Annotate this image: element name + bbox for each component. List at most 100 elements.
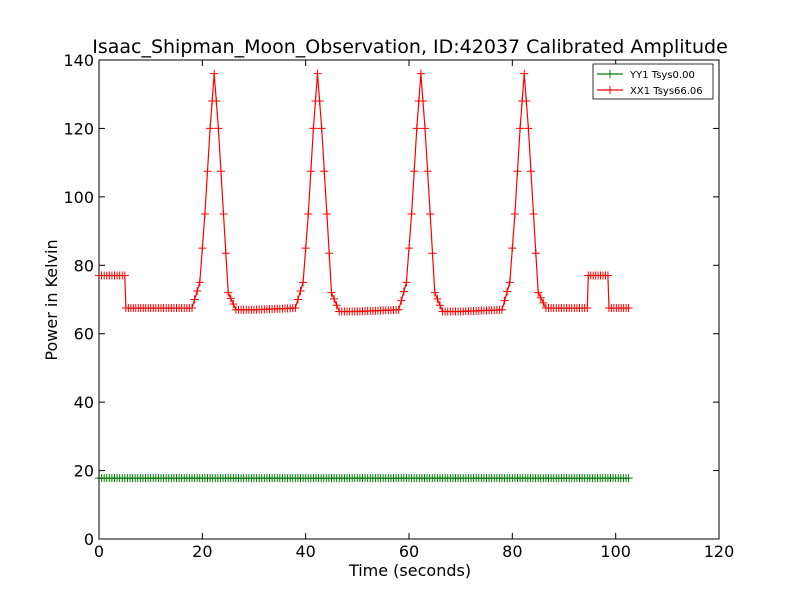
x-tick-label: 100: [600, 542, 631, 561]
y-tick-label: 140: [63, 51, 94, 70]
data-point: [320, 167, 329, 176]
data-point: [399, 287, 408, 296]
data-point: [190, 295, 199, 304]
data-point: [291, 304, 300, 313]
data-point: [526, 167, 535, 176]
data-point: [214, 124, 223, 133]
y-tick-label: 0: [84, 530, 94, 549]
data-point: [624, 474, 633, 483]
data-point: [520, 69, 529, 78]
data-point: [221, 249, 230, 258]
legend-label: YY1 Tsys0.00: [629, 70, 695, 81]
data-point: [203, 167, 212, 176]
x-tick-label: 0: [94, 542, 104, 561]
chart-title: Isaac_Shipman_Moon_Observation, ID:42037…: [92, 36, 728, 58]
data-point: [198, 244, 207, 253]
data-point: [394, 305, 403, 314]
data-point: [428, 249, 437, 258]
data-point: [293, 295, 302, 304]
data-point: [402, 278, 411, 287]
data-point: [299, 278, 308, 287]
data-point: [405, 244, 413, 253]
data-point: [624, 304, 633, 313]
data-point: [508, 244, 517, 253]
data-point: [433, 294, 442, 303]
data-point: [510, 209, 519, 218]
y-tick-label: 60: [74, 325, 94, 344]
data-point: [423, 167, 432, 176]
data-point: [206, 124, 215, 133]
data-point: [193, 286, 202, 295]
data-point: [226, 294, 235, 303]
data-point: [224, 288, 233, 297]
data-point: [524, 124, 533, 133]
axis-ticks: 0 20 40 60 80 100 120 0 20 40 60 80 100 120 140: [63, 51, 734, 561]
legend-label: XX1 Tsys66.06: [630, 86, 703, 97]
x-tick-label: 120: [704, 542, 735, 561]
data-point: [412, 124, 421, 133]
data-point: [212, 97, 221, 106]
data-point: [516, 124, 525, 133]
series-0: [95, 474, 633, 483]
data-point: [505, 278, 514, 287]
data-point: [317, 124, 326, 133]
data-point: [301, 244, 310, 253]
data-point: [583, 304, 592, 313]
data-point: [296, 286, 305, 295]
data-point: [315, 97, 324, 106]
x-axis-label: Time (seconds): [348, 561, 471, 580]
x-tick-label: 20: [192, 542, 212, 561]
data-point: [210, 69, 219, 78]
data-point: [306, 167, 315, 176]
y-tick-label: 20: [74, 462, 94, 481]
legend-marker: [606, 70, 614, 78]
data-point: [513, 167, 522, 176]
data-point: [327, 288, 336, 297]
data-point: [503, 287, 512, 296]
data-point: [430, 288, 439, 297]
legend: YY1 Tsys0.00 XX1 Tsys66.06: [592, 63, 714, 100]
data-point: [436, 301, 444, 310]
legend-box: [592, 63, 714, 100]
y-tick-label: 80: [74, 256, 94, 275]
series-1: [95, 69, 633, 316]
data-point: [407, 209, 416, 218]
y-tick-label: 100: [63, 188, 94, 207]
x-tick-label: 80: [502, 542, 522, 561]
data-point: [325, 249, 334, 258]
data-point: [522, 97, 531, 106]
data-point: [332, 301, 341, 310]
data-point: [498, 305, 506, 314]
data-point: [603, 271, 612, 280]
legend-entry: YY1 Tsys0.00: [597, 70, 695, 81]
data-point: [200, 209, 209, 218]
x-tick-label: 40: [295, 542, 315, 561]
y-tick-label: 40: [74, 393, 94, 412]
legend-marker: [606, 86, 614, 94]
data-point: [534, 288, 543, 297]
data-point: [188, 304, 196, 313]
data-point: [322, 209, 331, 218]
data-point: [500, 296, 509, 305]
data-point: [309, 124, 318, 133]
data-point: [529, 209, 538, 218]
y-axis-label: Power in Kelvin: [42, 239, 61, 360]
data-point: [216, 167, 225, 176]
data-point: [313, 69, 322, 78]
data-point: [421, 124, 430, 133]
x-tick-label: 60: [399, 542, 419, 561]
plot-area: [95, 69, 633, 483]
data-point: [120, 271, 129, 280]
legend-entry: XX1 Tsys66.06: [597, 86, 703, 97]
data-point: [195, 278, 204, 287]
data-point: [330, 294, 339, 303]
data-point: [410, 167, 419, 176]
data-point: [397, 296, 406, 305]
data-point: [418, 97, 427, 106]
data-point: [426, 209, 435, 218]
data-point: [304, 209, 313, 218]
data-point: [536, 293, 545, 302]
data-point: [416, 69, 425, 78]
